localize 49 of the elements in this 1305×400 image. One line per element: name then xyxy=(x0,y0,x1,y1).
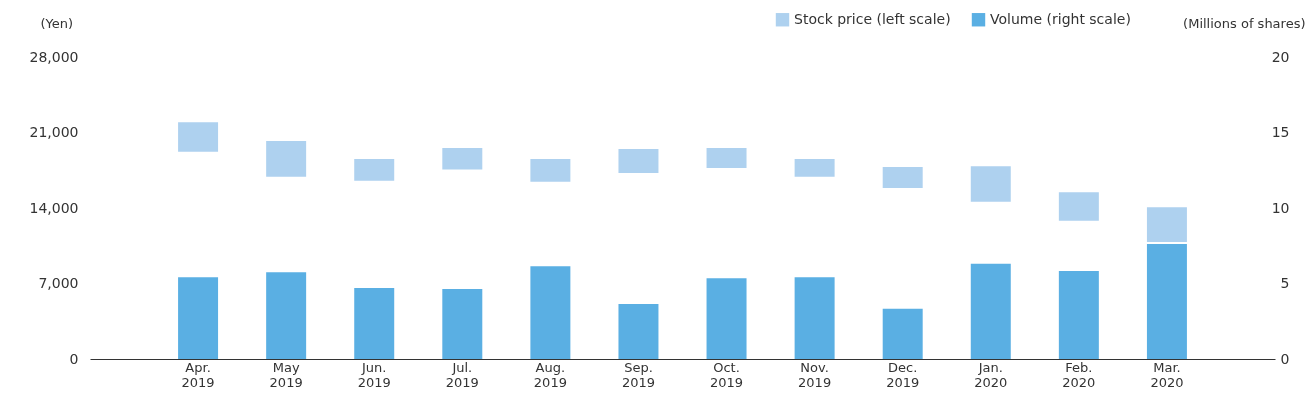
y-tick-label: 14,000 xyxy=(29,199,79,216)
legend-label: Stock price (left scale) xyxy=(794,10,951,27)
x-tick-label: Dec. 2019 xyxy=(886,359,920,390)
bar xyxy=(970,166,1011,202)
bar xyxy=(882,167,923,188)
x-tick-label: Jun. 2019 xyxy=(357,359,391,390)
bar xyxy=(266,141,307,177)
bar xyxy=(706,278,747,359)
x-tick-label: Jan. 2020 xyxy=(974,359,1008,390)
bar xyxy=(794,277,835,359)
y-axis-title: (Yen) xyxy=(40,15,74,31)
y2-tick-label: 0 xyxy=(1280,350,1290,367)
bar xyxy=(1058,271,1099,359)
bar xyxy=(530,158,571,182)
bar xyxy=(442,288,483,359)
y-tick-label: 28,000 xyxy=(29,48,79,65)
x-tick-label: Nov. 2019 xyxy=(798,359,832,390)
bar xyxy=(442,147,483,170)
bar xyxy=(354,158,395,181)
y2-tick-label: 15 xyxy=(1271,124,1290,140)
x-tick-label: Jul. 2019 xyxy=(445,359,479,390)
bar xyxy=(618,303,659,359)
x-tick-label: May 2019 xyxy=(269,359,303,390)
x-tick-label: Feb. 2020 xyxy=(1062,359,1096,390)
legend-label: Volume (right scale) xyxy=(990,10,1131,27)
x-tick-label: Aug. 2019 xyxy=(533,359,567,390)
bar xyxy=(618,148,659,173)
y-tick-label: 7,000 xyxy=(38,275,79,291)
y2-tick-label: 20 xyxy=(1271,48,1290,65)
y2-tick-label: 10 xyxy=(1271,199,1290,216)
x-tick-label: Oct. 2019 xyxy=(709,359,744,390)
bar xyxy=(970,263,1011,359)
bar xyxy=(530,266,571,359)
x-tick-label: Apr. 2019 xyxy=(181,359,215,390)
x-tick-label: Mar. 2020 xyxy=(1150,359,1184,390)
y2-axis-title: (Millions of shares) xyxy=(1183,15,1305,31)
x-tick-label: Sep. 2019 xyxy=(621,359,656,390)
bar xyxy=(882,308,923,359)
bar xyxy=(178,277,219,359)
bar xyxy=(1146,207,1187,243)
bar xyxy=(266,272,307,359)
bar xyxy=(706,147,747,168)
bar xyxy=(794,158,835,177)
y2-tick-label: 5 xyxy=(1280,275,1290,291)
bar xyxy=(354,287,395,359)
y-tick-label: 21,000 xyxy=(29,124,79,140)
bar xyxy=(178,122,219,152)
y-tick-label: 0 xyxy=(69,350,79,367)
bar xyxy=(1058,192,1099,221)
